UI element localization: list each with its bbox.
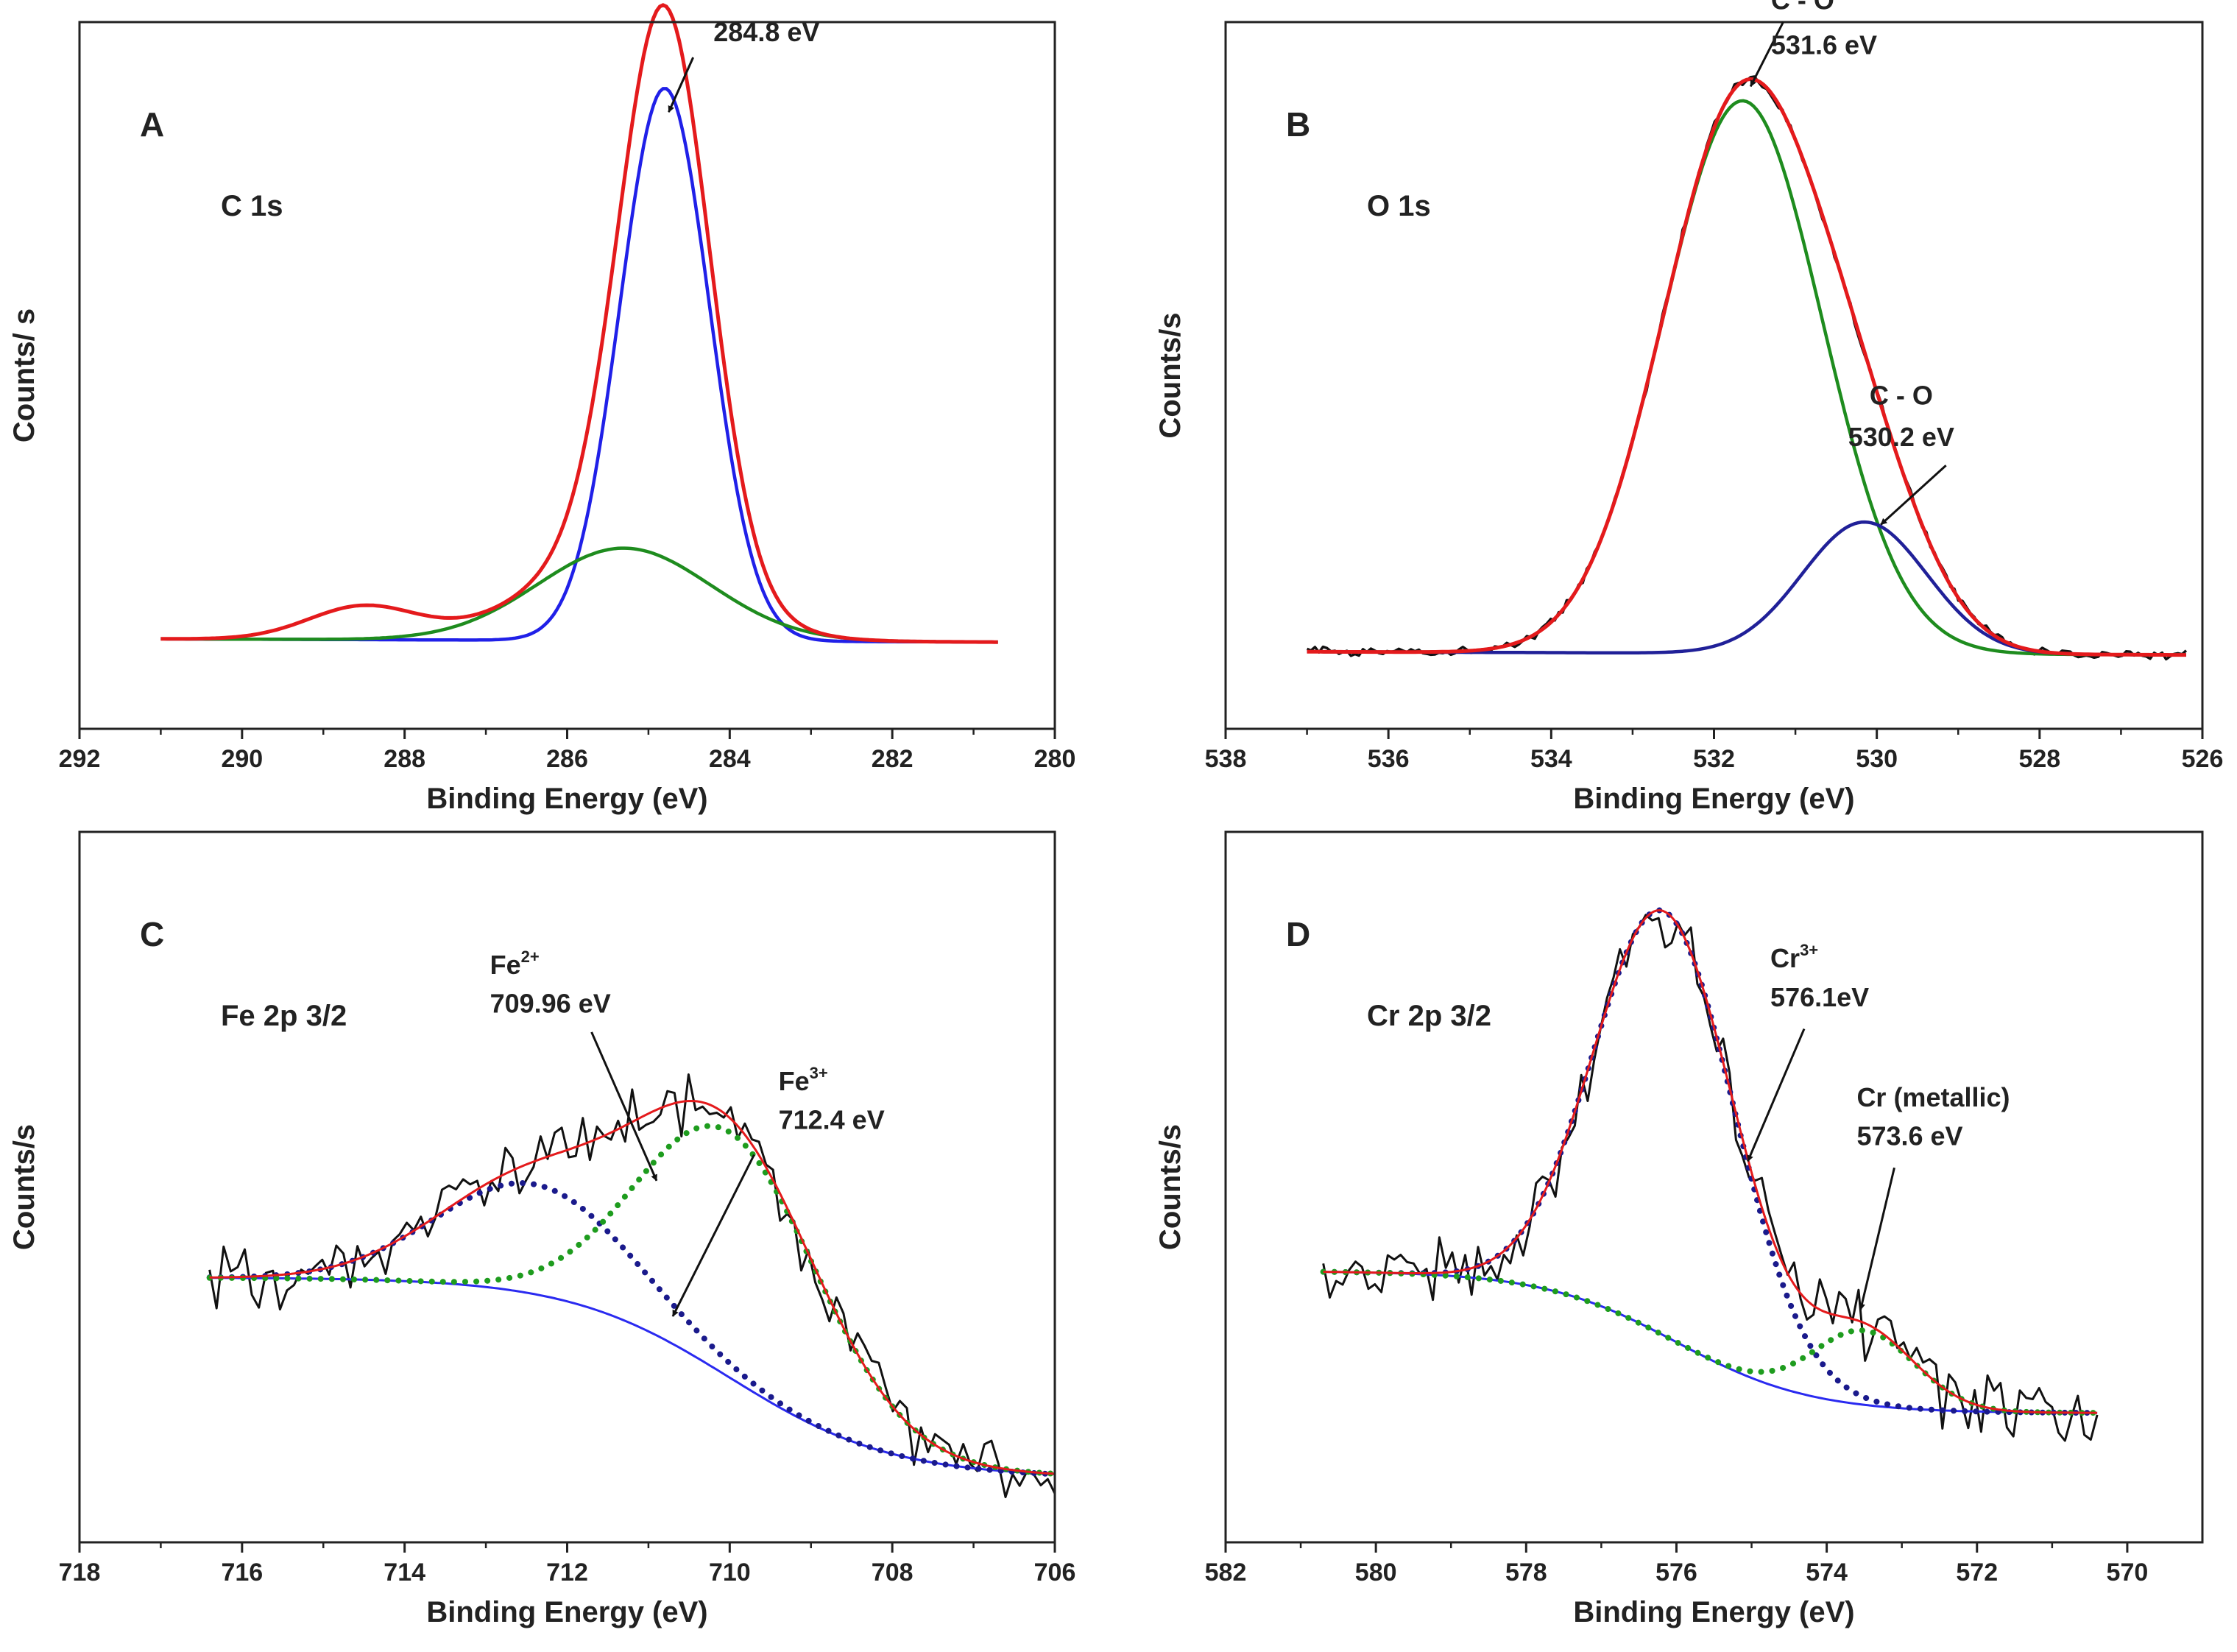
component-curve-2 <box>1320 1268 2101 1416</box>
plot-frame <box>1224 830 2204 1544</box>
x-tick-label: 708 <box>872 1559 913 1586</box>
x-axis-title: Binding Energy (eV) <box>426 1596 707 1628</box>
x-axis-title: Binding Energy (eV) <box>1573 783 1854 815</box>
panel-letter: C <box>140 915 164 953</box>
x-tick-label: 718 <box>59 1559 101 1586</box>
component-curve-1 <box>1307 99 2186 657</box>
measured-spectrum <box>1322 914 2099 1442</box>
x-tick-label: 534 <box>1530 745 1572 773</box>
x-tick-label: 530 <box>1856 745 1898 773</box>
annotation-label: 530.2 eV <box>1848 422 1954 452</box>
x-tick-label: 572 <box>1956 1559 1998 1586</box>
component-curve-2 <box>206 1123 1058 1477</box>
x-tick-label: 712 <box>546 1559 588 1586</box>
x-tick-label: 582 <box>1205 1559 1247 1586</box>
x-tick-label: 538 <box>1205 745 1247 773</box>
panel-letter: A <box>140 105 164 144</box>
annotation-arrow <box>1749 21 1784 88</box>
x-tick-label: 578 <box>1505 1559 1547 1586</box>
background-line <box>209 1277 1056 1475</box>
component-curve-2 <box>1307 520 2186 657</box>
x-tick-label: 706 <box>1034 1559 1076 1586</box>
plot-frame <box>78 21 1056 730</box>
x-tick-label: 288 <box>384 745 425 773</box>
x-axis-title: Binding Energy (eV) <box>1573 1596 1854 1628</box>
annotation-label: Cr (metallic) <box>1856 1082 2010 1112</box>
annotation-label: Fe3+ <box>779 1064 828 1096</box>
chart-panel-b: 538 536 534 532 530 528 526 Binding Energy (eV)… <box>1154 0 2223 815</box>
annotation-label: 531.6 eV <box>1771 30 1877 60</box>
panel-label: C 1s <box>221 190 283 222</box>
y-axis-title: Counts/s <box>1154 312 1187 438</box>
x-tick-label: 286 <box>546 745 588 773</box>
annotation-superscript: 3+ <box>810 1064 828 1082</box>
x-tick-label: 574 <box>1806 1559 1848 1586</box>
x-tick-label: 290 <box>221 745 263 773</box>
annotation-label: Cr3+ <box>1770 941 1818 973</box>
x-tick-label: 292 <box>59 745 101 773</box>
plot-frame <box>78 830 1056 1544</box>
annotation-label: 576.1eV <box>1770 982 1869 1012</box>
background-line <box>1323 1271 2098 1414</box>
envelope-curve <box>1307 77 2186 657</box>
measured-spectrum <box>208 1073 1056 1499</box>
y-axis-title: Counts/s <box>8 1124 40 1250</box>
annotation-label: C - O <box>1870 380 1933 410</box>
annotation-superscript: 3+ <box>1800 941 1818 959</box>
annotation-arrow <box>668 57 695 113</box>
annotation-arrow <box>1859 1167 1895 1311</box>
panel-label: O 1s <box>1367 190 1431 222</box>
x-tick-label: 526 <box>2182 745 2224 773</box>
panel-label: Fe 2p 3/2 <box>221 1000 347 1032</box>
y-axis-title: Counts/ s <box>8 308 40 442</box>
measured-spectrum <box>1306 75 2188 661</box>
x-tick-label: 282 <box>872 745 913 773</box>
x-tick-label: 280 <box>1034 745 1076 773</box>
y-axis-title: Counts/s <box>1154 1124 1187 1250</box>
x-tick-label: 714 <box>384 1559 425 1586</box>
annotation-arrow <box>1747 1028 1806 1162</box>
envelope-curve <box>160 3 998 644</box>
envelope-curve <box>1323 908 2098 1414</box>
x-tick-label: 570 <box>2107 1559 2149 1586</box>
annotation-arrow <box>590 1031 658 1182</box>
envelope-curve <box>209 1099 1056 1475</box>
chart-panel-d: 582 580 578 576 574 572 570 Binding Energy (eV)… <box>1154 830 2204 1628</box>
component-curve-1 <box>1320 907 2101 1416</box>
annotation-arrow <box>1880 465 1947 526</box>
annotation-label: 712.4 eV <box>779 1105 885 1135</box>
x-tick-label: 284 <box>709 745 751 773</box>
x-tick-label: 576 <box>1655 1559 1697 1586</box>
panel-letter: B <box>1286 105 1310 144</box>
panel-label: Cr 2p 3/2 <box>1367 1000 1491 1032</box>
component-curve-1 <box>206 1179 1058 1478</box>
x-axis-title: Binding Energy (eV) <box>426 783 707 815</box>
x-tick-label: 528 <box>2018 745 2060 773</box>
annotation-label: 284.8 eV <box>713 17 819 47</box>
x-tick-label: 580 <box>1355 1559 1397 1586</box>
chart-panel-c: 718 716 714 712 710 708 706 Binding Energy (eV)… <box>8 830 1076 1628</box>
x-tick-label: 716 <box>221 1559 263 1586</box>
annotation-label: 573.6 eV <box>1856 1120 1962 1151</box>
x-tick-label: 710 <box>709 1559 751 1586</box>
annotation-label: C - O <box>1771 0 1834 15</box>
panel-letter: D <box>1286 915 1310 953</box>
annotation-label: 709.96 eV <box>490 989 611 1019</box>
x-tick-label: 536 <box>1368 745 1410 773</box>
chart-panel-a: 292 290 288 286 284 282 280 Binding Energy (eV)… <box>8 3 1076 815</box>
annotation-superscript: 2+ <box>521 947 540 966</box>
x-tick-label: 532 <box>1693 745 1735 773</box>
annotation-label: Fe2+ <box>490 947 540 980</box>
annotation-arrow <box>671 1154 755 1317</box>
